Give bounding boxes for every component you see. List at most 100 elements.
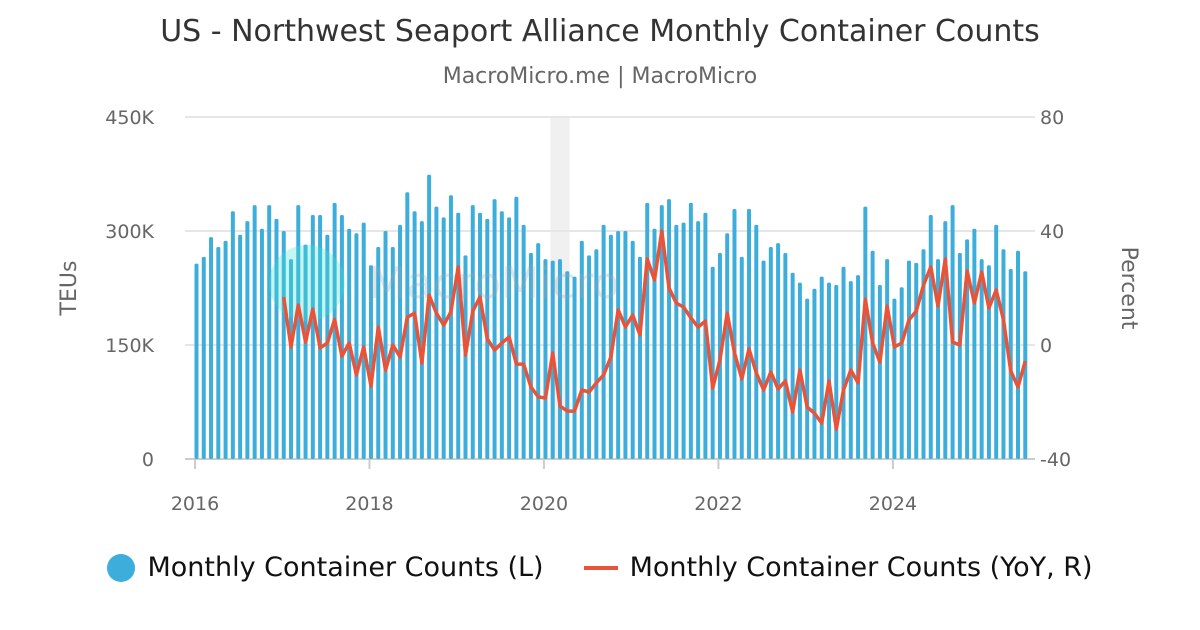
legend-item-bar[interactable]: Monthly Container Counts (L) bbox=[107, 552, 544, 583]
bar-2016-02[interactable] bbox=[201, 256, 206, 459]
bar-2019-03[interactable] bbox=[470, 205, 475, 459]
bar-2024-12[interactable] bbox=[972, 228, 977, 459]
bar-2022-08[interactable] bbox=[768, 246, 773, 459]
bar-2016-07[interactable] bbox=[238, 234, 243, 459]
bar-2020-01[interactable] bbox=[543, 259, 548, 459]
bar-2022-03[interactable] bbox=[732, 208, 737, 459]
bar-2022-02[interactable] bbox=[725, 233, 730, 459]
bar-2020-07[interactable] bbox=[587, 255, 592, 459]
bar-2018-10[interactable] bbox=[434, 206, 439, 459]
bar-2019-12[interactable] bbox=[536, 243, 541, 459]
bar-2024-04[interactable] bbox=[914, 262, 919, 459]
bar-2018-08[interactable] bbox=[419, 221, 424, 459]
bar-2019-11[interactable] bbox=[528, 253, 533, 459]
bar-2019-01[interactable] bbox=[456, 212, 461, 459]
bar-2019-06[interactable] bbox=[492, 199, 497, 459]
bar-2018-03[interactable] bbox=[383, 231, 388, 459]
bar-2025-02[interactable] bbox=[986, 265, 991, 459]
bar-2022-07[interactable] bbox=[761, 260, 766, 459]
bar-2021-09[interactable] bbox=[688, 202, 693, 459]
bar-2016-11[interactable] bbox=[267, 205, 272, 459]
bar-2016-09[interactable] bbox=[252, 205, 257, 459]
bar-2022-05[interactable] bbox=[747, 208, 752, 459]
bar-2023-10[interactable] bbox=[870, 250, 875, 459]
bar-2020-09[interactable] bbox=[601, 224, 606, 459]
bar-2018-05[interactable] bbox=[398, 224, 403, 459]
bar-2023-06[interactable] bbox=[841, 266, 846, 459]
bar-2018-09[interactable] bbox=[427, 174, 432, 459]
bar-2022-04[interactable] bbox=[739, 256, 744, 459]
bar-2018-04[interactable] bbox=[390, 246, 395, 459]
bar-2023-11[interactable] bbox=[877, 284, 882, 459]
bar-2016-06[interactable] bbox=[230, 211, 235, 459]
bar-2021-12[interactable] bbox=[710, 266, 715, 459]
bar-2017-11[interactable] bbox=[354, 233, 359, 459]
bar-2016-01[interactable] bbox=[194, 263, 199, 459]
bar-2019-09[interactable] bbox=[514, 196, 519, 460]
bar-2016-10[interactable] bbox=[259, 228, 264, 459]
bar-2025-06[interactable] bbox=[1016, 250, 1021, 459]
bar-2017-02[interactable] bbox=[289, 259, 294, 459]
bar-2020-08[interactable] bbox=[594, 249, 599, 459]
bar-2025-01[interactable] bbox=[979, 259, 984, 459]
bar-2017-08[interactable] bbox=[332, 202, 337, 459]
bar-2018-01[interactable] bbox=[368, 265, 373, 459]
bar-2016-03[interactable] bbox=[209, 237, 214, 459]
bar-2017-01[interactable] bbox=[281, 231, 286, 459]
bar-2021-08[interactable] bbox=[681, 222, 686, 459]
bar-2024-05[interactable] bbox=[921, 249, 926, 459]
bar-2023-03[interactable] bbox=[819, 276, 824, 459]
bar-2019-07[interactable] bbox=[499, 211, 504, 459]
bar-2023-02[interactable] bbox=[812, 288, 817, 459]
bar-2023-05[interactable] bbox=[834, 284, 839, 459]
bar-2023-04[interactable] bbox=[826, 282, 831, 459]
bar-2025-04[interactable] bbox=[1001, 249, 1006, 459]
bar-2017-12[interactable] bbox=[361, 222, 366, 459]
bar-2024-10[interactable] bbox=[957, 253, 962, 459]
bar-2021-03[interactable] bbox=[645, 202, 650, 459]
bar-2021-10[interactable] bbox=[696, 221, 701, 459]
bar-2020-12[interactable] bbox=[623, 231, 628, 459]
legend-item-line[interactable]: Monthly Container Counts (YoY, R) bbox=[583, 552, 1093, 583]
bar-2022-10[interactable] bbox=[783, 253, 788, 459]
bar-2022-11[interactable] bbox=[790, 272, 795, 459]
bar-2021-04[interactable] bbox=[652, 228, 657, 459]
bar-2019-10[interactable] bbox=[521, 224, 526, 459]
bar-2023-01[interactable] bbox=[805, 298, 810, 459]
bar-2020-06[interactable] bbox=[579, 240, 584, 459]
bar-2017-05[interactable] bbox=[310, 215, 315, 459]
bar-2019-02[interactable] bbox=[463, 255, 468, 459]
bar-2020-11[interactable] bbox=[616, 231, 621, 459]
bar-2016-05[interactable] bbox=[223, 240, 228, 459]
bar-2021-01[interactable] bbox=[630, 240, 635, 459]
bar-2016-12[interactable] bbox=[274, 218, 279, 459]
bar-2017-03[interactable] bbox=[296, 205, 301, 459]
bar-2018-02[interactable] bbox=[376, 246, 381, 459]
bar-2019-04[interactable] bbox=[478, 212, 483, 459]
bar-2018-12[interactable] bbox=[448, 195, 453, 459]
bar-2017-09[interactable] bbox=[339, 215, 344, 459]
bar-2024-03[interactable] bbox=[906, 260, 911, 459]
bar-2022-09[interactable] bbox=[776, 243, 781, 459]
bar-2017-07[interactable] bbox=[325, 234, 330, 459]
bar-2024-06[interactable] bbox=[928, 215, 933, 459]
bar-2020-03[interactable] bbox=[558, 259, 562, 459]
bar-2025-03[interactable] bbox=[994, 224, 999, 459]
bar-2021-05[interactable] bbox=[659, 205, 664, 459]
bar-2024-08[interactable] bbox=[943, 221, 948, 459]
bar-2016-04[interactable] bbox=[216, 246, 221, 459]
bar-2021-02[interactable] bbox=[637, 256, 642, 459]
bar-2017-06[interactable] bbox=[318, 215, 323, 459]
bar-2021-07[interactable] bbox=[674, 224, 679, 459]
bar-2017-04[interactable] bbox=[303, 244, 308, 459]
bar-2020-05[interactable] bbox=[572, 276, 577, 459]
bar-2021-06[interactable] bbox=[667, 199, 672, 459]
bar-2022-06[interactable] bbox=[754, 224, 759, 459]
bar-2016-08[interactable] bbox=[245, 221, 250, 459]
bar-2024-07[interactable] bbox=[936, 259, 941, 459]
bar-2024-02[interactable] bbox=[899, 287, 904, 459]
bar-2023-09[interactable] bbox=[863, 206, 868, 459]
bar-2023-12[interactable] bbox=[885, 259, 890, 459]
bar-2024-01[interactable] bbox=[892, 298, 897, 459]
bar-2018-11[interactable] bbox=[441, 217, 446, 459]
